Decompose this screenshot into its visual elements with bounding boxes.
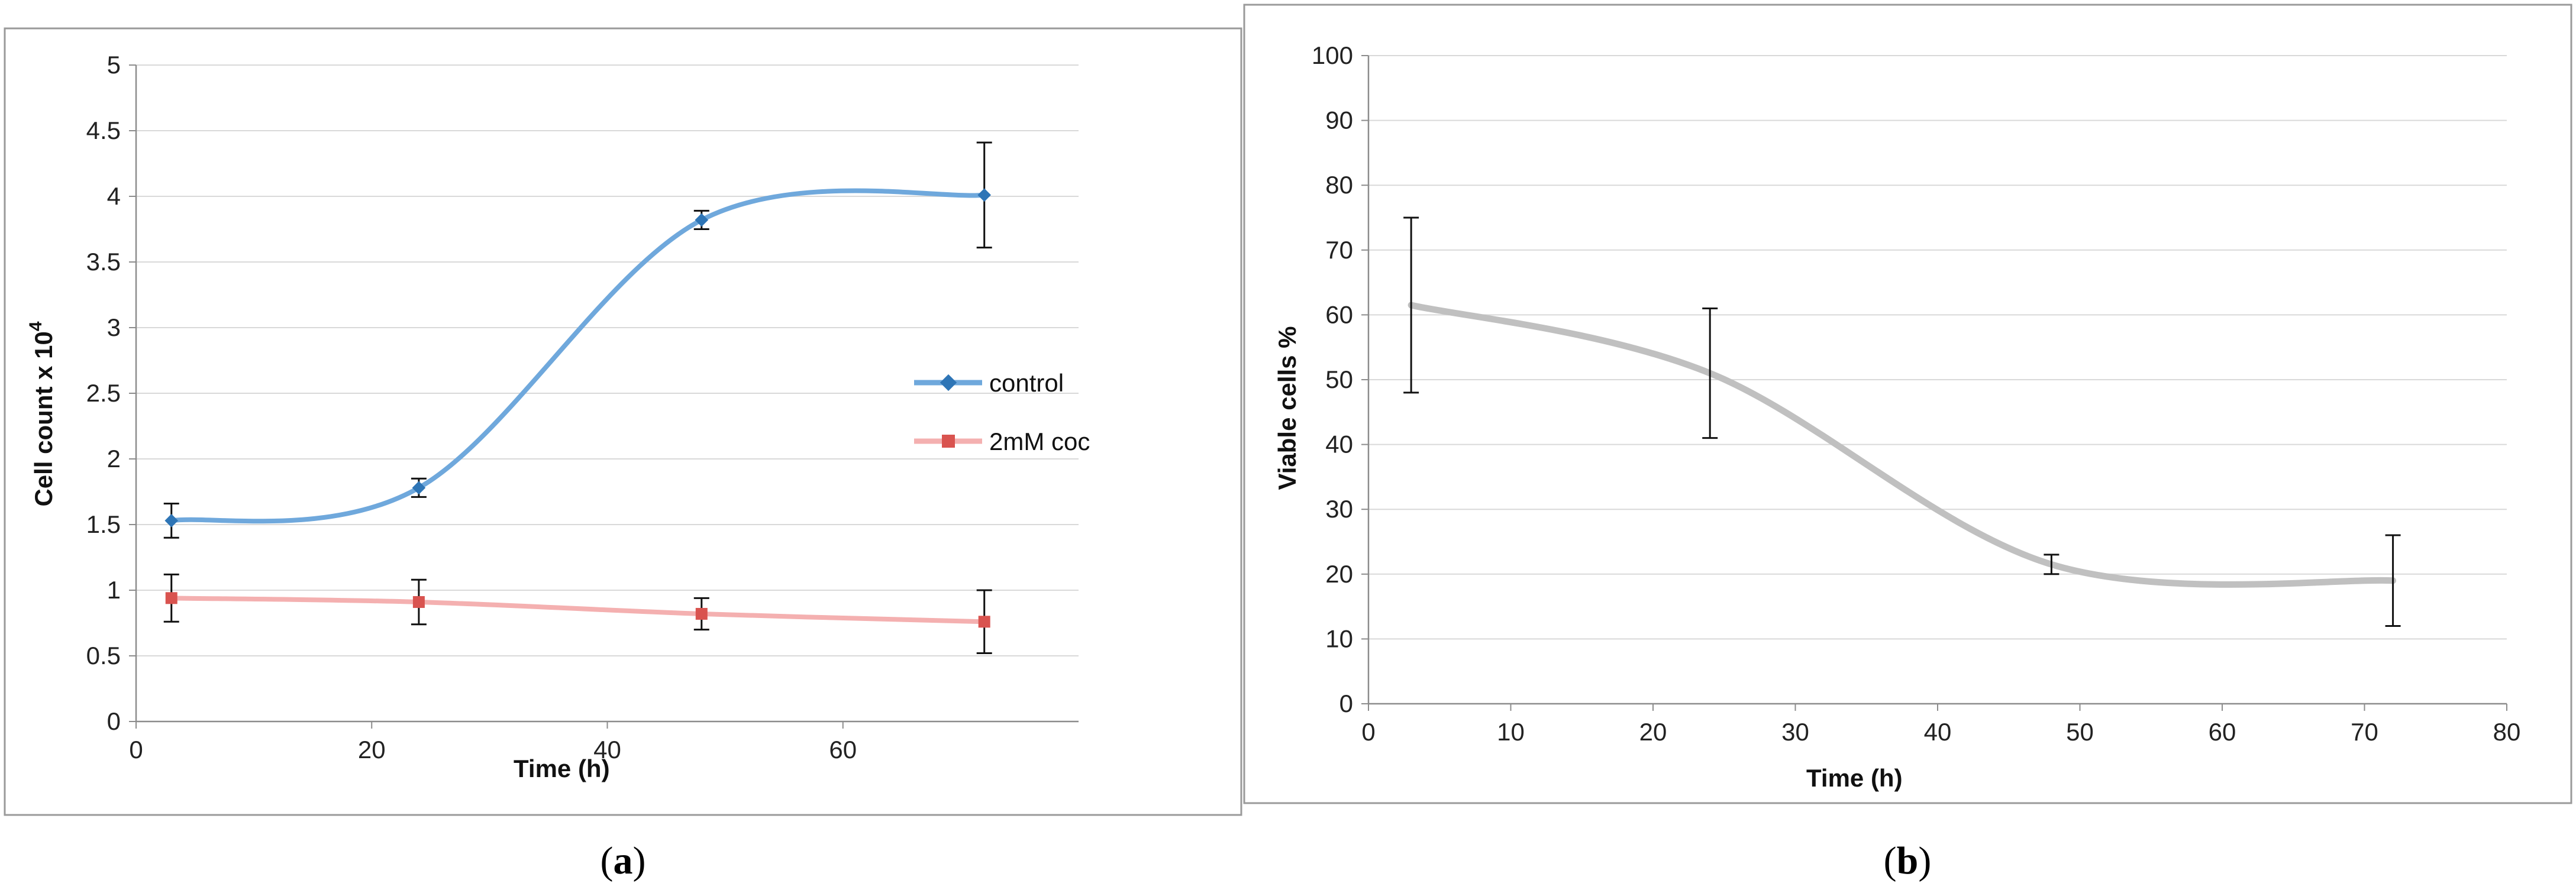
caption-a-open: ( — [601, 839, 614, 882]
chart-b: 0 10 20 30 40 50 60 70 80 90 100 0 10 20 30 40 50 60 70 80… — [1243, 4, 2572, 804]
chart-b-series — [1403, 216, 2401, 627]
chart-a-y-tick-label: 1.5 — [86, 510, 121, 538]
series-control-line — [169, 188, 987, 524]
chart-a-y-axis-label-exponent: 4 — [26, 321, 46, 331]
series-2mm-coc-point — [978, 616, 990, 628]
series-viable-cells-line — [1408, 302, 2397, 588]
chart-b-y-ticks: 0 10 20 30 40 50 60 70 80 90 100 — [1312, 41, 1368, 717]
caption-b-close: ) — [1918, 839, 1931, 882]
chart-a-frame — [4, 27, 1242, 816]
chart-b-x-tick-label: 40 — [1924, 718, 1952, 746]
chart-a-legend: control 2mM coc — [914, 369, 1090, 455]
legend-control-marker — [940, 374, 957, 392]
series-control-point — [695, 213, 709, 227]
chart-b-y-tick-label: 90 — [1325, 106, 1353, 134]
series-2mm-coc-point — [165, 592, 177, 604]
series-viable-cells-error-bar — [2385, 534, 2401, 627]
chart-b-x-tick-label: 70 — [2351, 718, 2378, 746]
legend-control-label: control — [989, 369, 1064, 397]
caption-a-letter: a — [614, 839, 633, 882]
chart-a-y-axis-label: Cell count x 104 — [26, 321, 57, 506]
series-control-point — [977, 188, 992, 202]
chart-a-y-tick-label: 5 — [107, 51, 121, 79]
series-viable-cells-error-bar — [1403, 216, 1419, 394]
chart-a-y-tick-label: 0.5 — [86, 642, 121, 669]
chart-a-y-tick-label: 2 — [107, 445, 121, 473]
chart-a-y-tick-label: 3.5 — [86, 248, 121, 276]
chart-b-y-axis-label: Viable cells % — [1273, 326, 1301, 490]
chart-b-x-tick-label: 10 — [1497, 718, 1525, 746]
legend-2mm-coc-marker — [942, 435, 955, 448]
caption-b-letter: b — [1897, 839, 1919, 882]
caption-a-close: ) — [633, 839, 646, 882]
chart-b-y-tick-label: 60 — [1325, 300, 1353, 328]
chart-b-y-tick-label: 10 — [1325, 625, 1353, 652]
series-2mm-coc-point — [695, 607, 708, 620]
chart-b-y-tick-label: 40 — [1325, 431, 1353, 458]
chart-a: 0 0.5 1 1.5 2 2.5 3 3.5 4 4.5 5 0 20 40 60 control 2m… — [4, 27, 1242, 816]
chart-a-y-tick-label: 4 — [107, 182, 121, 210]
chart-b-y-tick-label: 80 — [1325, 171, 1353, 199]
chart-a-y-ticks: 0 0.5 1 1.5 2 2.5 3 3.5 4 4.5 5 — [86, 51, 136, 735]
chart-a-y-tick-label: 3 — [107, 313, 121, 341]
chart-b-x-tick-label: 80 — [2493, 718, 2521, 746]
panel-caption-a: (a) — [601, 839, 646, 882]
chart-b-y-tick-label: 30 — [1325, 495, 1353, 523]
chart-a-x-ticks: 0 20 40 60 — [129, 721, 857, 763]
chart-b-y-tick-label: 20 — [1325, 560, 1353, 588]
chart-a-gridlines — [136, 64, 1079, 656]
chart-b-y-tick-label: 100 — [1312, 41, 1353, 69]
chart-a-y-tick-label: 0 — [107, 707, 121, 735]
series-2mm-coc-line — [169, 596, 987, 625]
chart-b-x-tick-label: 20 — [1639, 718, 1667, 746]
chart-a-x-tick-label: 40 — [593, 736, 621, 763]
chart-a-series — [163, 141, 992, 655]
chart-b-y-tick-label: 50 — [1325, 365, 1353, 393]
series-control-point — [412, 481, 426, 495]
chart-b-x-tick-label: 0 — [1361, 718, 1375, 746]
chart-a-x-tick-label: 60 — [829, 736, 857, 763]
chart-b-x-axis-label: Time (h) — [1806, 764, 1903, 792]
panel-caption-b: (b) — [1884, 839, 1932, 882]
chart-b-x-ticks: 0 10 20 30 40 50 60 70 80 — [1361, 704, 2520, 746]
chart-b-x-tick-label: 60 — [2209, 718, 2236, 746]
chart-b-y-tick-label: 0 — [1339, 690, 1353, 717]
chart-b-x-tick-label: 50 — [2066, 718, 2094, 746]
series-control-point — [164, 514, 179, 528]
chart-a-x-axis-label: Time (h) — [514, 755, 610, 782]
chart-b-y-tick-label: 70 — [1325, 236, 1353, 264]
chart-b-x-tick-label: 30 — [1781, 718, 1809, 746]
series-viable-cells-error-bar — [1702, 307, 1718, 439]
legend-2mm-coc-label: 2mM coc — [989, 428, 1090, 455]
chart-a-y-tick-label: 2.5 — [86, 379, 121, 407]
caption-b-open: ( — [1884, 839, 1897, 882]
chart-a-x-tick-label: 0 — [129, 736, 143, 763]
chart-a-y-tick-label: 4.5 — [86, 117, 121, 144]
series-2mm-coc-point — [412, 596, 425, 608]
chart-a-x-tick-label: 20 — [358, 736, 386, 763]
chart-b-frame — [1243, 4, 2572, 804]
series-viable-cells-error-bar — [2044, 554, 2059, 575]
chart-a-y-axis-label-main: Cell count x 10 — [30, 331, 57, 506]
chart-a-y-tick-label: 1 — [107, 576, 121, 604]
